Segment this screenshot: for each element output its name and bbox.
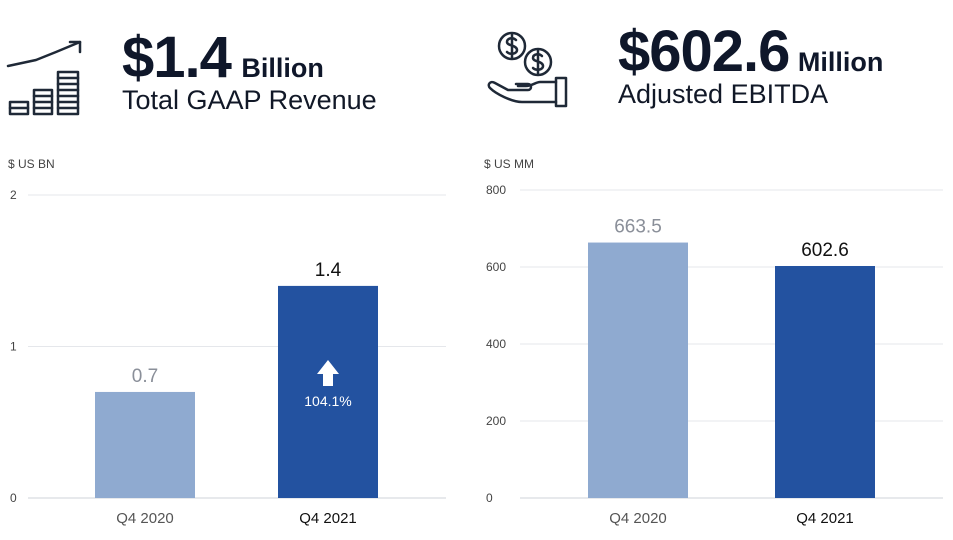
y-tick-label: 200 xyxy=(486,414,506,428)
y-tick-label: 1 xyxy=(10,340,17,354)
y-tick-label: 2 xyxy=(10,188,17,202)
x-tick-label: Q4 2021 xyxy=(299,510,357,527)
bar xyxy=(588,242,688,498)
revenue-label: Total GAAP Revenue xyxy=(122,85,377,115)
ebitda-unit: Million xyxy=(797,47,884,77)
bar xyxy=(278,285,378,498)
ebitda-bar-chart: $ US MM 0 200 400 600 800 663.5 Q4 2020 602.6 Q4 … xyxy=(484,157,943,527)
data-label: 663.5 xyxy=(614,217,662,238)
ebitda-headline: $602.6 Million Adjusted EBITDA xyxy=(618,18,883,110)
data-label: 1.4 xyxy=(315,260,342,281)
ebitda-label: Adjusted EBITDA xyxy=(618,79,829,109)
y-axis-label: $ US MM xyxy=(484,157,534,171)
up-arrow-icon xyxy=(317,359,339,386)
x-tick-label: Q4 2020 xyxy=(609,510,667,527)
revenue-headline: $1.4 Billion Total GAAP Revenue xyxy=(122,24,377,116)
revenue-panel: $1.4 Billion Total GAAP Revenue $ US BN 0… xyxy=(0,0,460,540)
revenue-unit: Billion xyxy=(241,53,324,83)
bar xyxy=(95,391,195,498)
bar xyxy=(775,265,875,498)
revenue-bar-chart: $ US BN 0 1 2 0.7 Q4 2020 1.4 Q4 2021 104.1% xyxy=(8,157,446,527)
revenue-amount: $1.4 xyxy=(122,25,232,90)
x-tick-label: Q4 2021 xyxy=(796,510,854,527)
growth-annotation: 104.1% xyxy=(304,393,351,409)
data-label: 0.7 xyxy=(132,366,158,387)
y-axis-label: $ US BN xyxy=(8,157,55,171)
y-tick-label: 600 xyxy=(486,260,506,274)
money-hand-icon xyxy=(487,31,568,108)
y-tick-label: 800 xyxy=(486,183,506,197)
ebitda-amount: $602.6 xyxy=(618,19,790,84)
growth-chart-icon xyxy=(6,40,82,116)
y-tick-label: 0 xyxy=(10,491,17,505)
x-tick-label: Q4 2020 xyxy=(116,510,174,527)
y-tick-label: 400 xyxy=(486,337,506,351)
y-tick-label: 0 xyxy=(486,491,493,505)
ebitda-panel: $602.6 Million Adjusted EBITDA $ US MM 0 2… xyxy=(476,0,953,540)
data-label: 602.6 xyxy=(801,240,849,261)
